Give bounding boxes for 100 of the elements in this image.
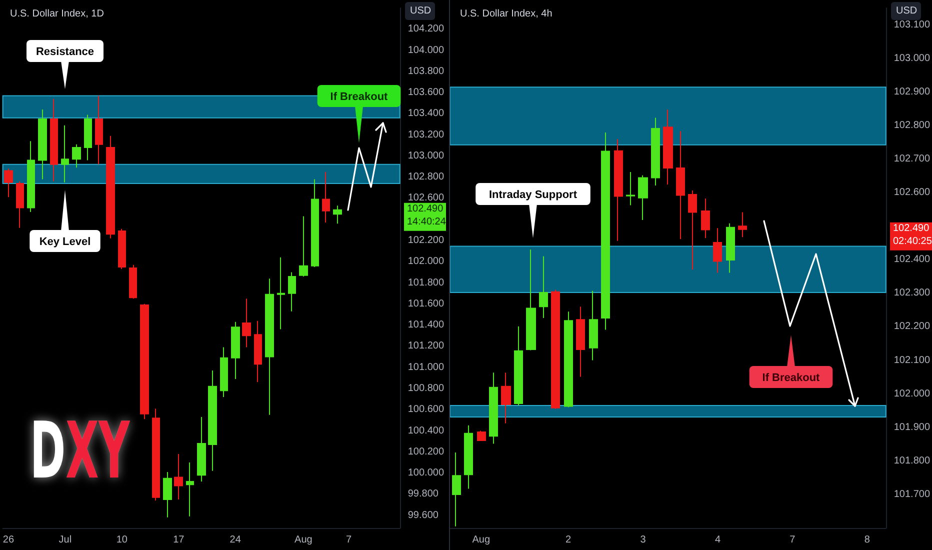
speech-bubble: If Breakout	[749, 335, 833, 388]
candlestick	[489, 372, 498, 444]
y-tick-label: 101.800	[894, 455, 930, 466]
candlestick	[118, 228, 126, 270]
y-tick-label: 101.900	[894, 422, 930, 433]
y-tick-label: 102.000	[408, 256, 444, 268]
candlestick	[220, 346, 228, 398]
speech-bubble: Key Level	[30, 190, 100, 252]
candlestick	[299, 216, 308, 277]
candlestick	[688, 190, 697, 270]
candlestick	[129, 264, 137, 300]
candlestick	[601, 132, 610, 330]
candlestick	[152, 408, 160, 502]
y-tick-label: 102.400	[894, 254, 930, 266]
y-tick-label: 103.100	[894, 19, 930, 30]
candlestick	[27, 140, 35, 212]
y-tick-label: 102.600	[894, 187, 930, 198]
y-tick-label: 103.800	[408, 66, 444, 77]
candlestick	[186, 462, 194, 517]
candlestick	[208, 370, 217, 472]
y-tick-label: 101.000	[408, 362, 444, 373]
candlestick	[254, 320, 262, 383]
candlestick	[738, 212, 747, 238]
x-tick-label: Aug	[472, 534, 490, 546]
candlestick	[576, 306, 585, 378]
y-tick-label: 104.000	[408, 44, 444, 56]
text: USD	[896, 6, 918, 16]
candlestick	[551, 289, 560, 410]
y-tick-label: 102.000	[894, 388, 930, 400]
y-tick-label: 102.200	[894, 321, 930, 332]
candlestick	[539, 256, 548, 318]
x-tick-label: 17	[173, 534, 185, 546]
y-tick-label: 103.000	[894, 52, 930, 64]
y-tick-label: 102.600	[408, 192, 444, 204]
y-tick-label: 102.100	[894, 354, 930, 366]
candlestick	[713, 228, 722, 274]
x-tick-label: 10	[116, 534, 128, 546]
y-tick-label: 102.800	[408, 172, 444, 183]
x-tick-label: 7	[346, 534, 352, 546]
y-tick-label: 102.800	[894, 120, 930, 131]
y-tick-label: 101.400	[408, 320, 444, 331]
candlestick	[288, 272, 296, 312]
y-tick-label: 103.600	[408, 87, 444, 98]
y-tick-label: 103.000	[408, 150, 444, 162]
speech-bubble: If Breakout	[317, 85, 401, 143]
y-tick-label: 102.300	[894, 288, 930, 299]
y-tick-label: 100.200	[408, 446, 444, 458]
candlestick	[4, 168, 13, 198]
text: USD	[410, 6, 432, 16]
chart-title: U.S. Dollar Index, 1D	[10, 8, 104, 20]
annotation: Resistance	[36, 46, 94, 58]
candlestick	[174, 454, 183, 500]
y-tick-label: 101.700	[894, 488, 930, 500]
candlestick	[265, 278, 274, 416]
annotation: Key Level	[39, 236, 91, 248]
annotation: DXY	[30, 406, 131, 496]
candlestick	[477, 430, 486, 442]
candlestick	[106, 135, 115, 239]
y-tick-label: 99.800	[408, 488, 439, 500]
x-tick-label: 3	[640, 534, 646, 546]
candlestick	[526, 249, 536, 351]
y-tick-label: 100.400	[408, 425, 444, 436]
candlestick	[452, 452, 461, 527]
candlestick	[501, 372, 511, 424]
candlestick	[726, 222, 735, 274]
x-tick-label: 26	[2, 534, 14, 546]
x-tick-label: 24	[230, 534, 242, 546]
y-tick-label: 103.400	[408, 108, 444, 120]
y-tick-label: 100.000	[408, 468, 444, 479]
candlestick	[514, 326, 523, 406]
y-tick-label: 99.600	[408, 510, 439, 521]
x-tick-label: Aug	[294, 534, 312, 546]
text: 102.490 02:40:25	[893, 222, 932, 247]
candlestick	[84, 114, 92, 161]
candlestick	[663, 109, 673, 185]
candlestick	[311, 178, 319, 268]
candlestick	[61, 124, 69, 183]
candlestick	[163, 471, 172, 518]
candlestick	[464, 424, 473, 490]
x-tick-label: 8	[864, 534, 870, 546]
candlestick	[614, 138, 623, 242]
candlestick	[322, 171, 330, 224]
x-tick-label: 2	[566, 534, 572, 546]
chart-title: U.S. Dollar Index, 4h	[460, 8, 552, 20]
candlestick	[651, 117, 660, 186]
candlestick	[38, 108, 47, 180]
candlestick	[676, 130, 685, 240]
candlestick	[626, 172, 635, 206]
y-tick-label: 101.800	[408, 277, 444, 288]
candlestick	[72, 144, 81, 168]
y-tick-label: 101.600	[408, 298, 444, 310]
candlestick	[638, 174, 648, 221]
x-tick-label: 7	[790, 534, 796, 546]
candlestick	[50, 98, 58, 182]
candlestick	[140, 303, 149, 420]
candlestick	[231, 321, 240, 380]
y-tick-label: 102.900	[894, 86, 930, 98]
annotation: Intraday Support	[488, 189, 578, 201]
y-tick-label: 100.600	[408, 404, 444, 416]
candlestick	[242, 298, 251, 348]
